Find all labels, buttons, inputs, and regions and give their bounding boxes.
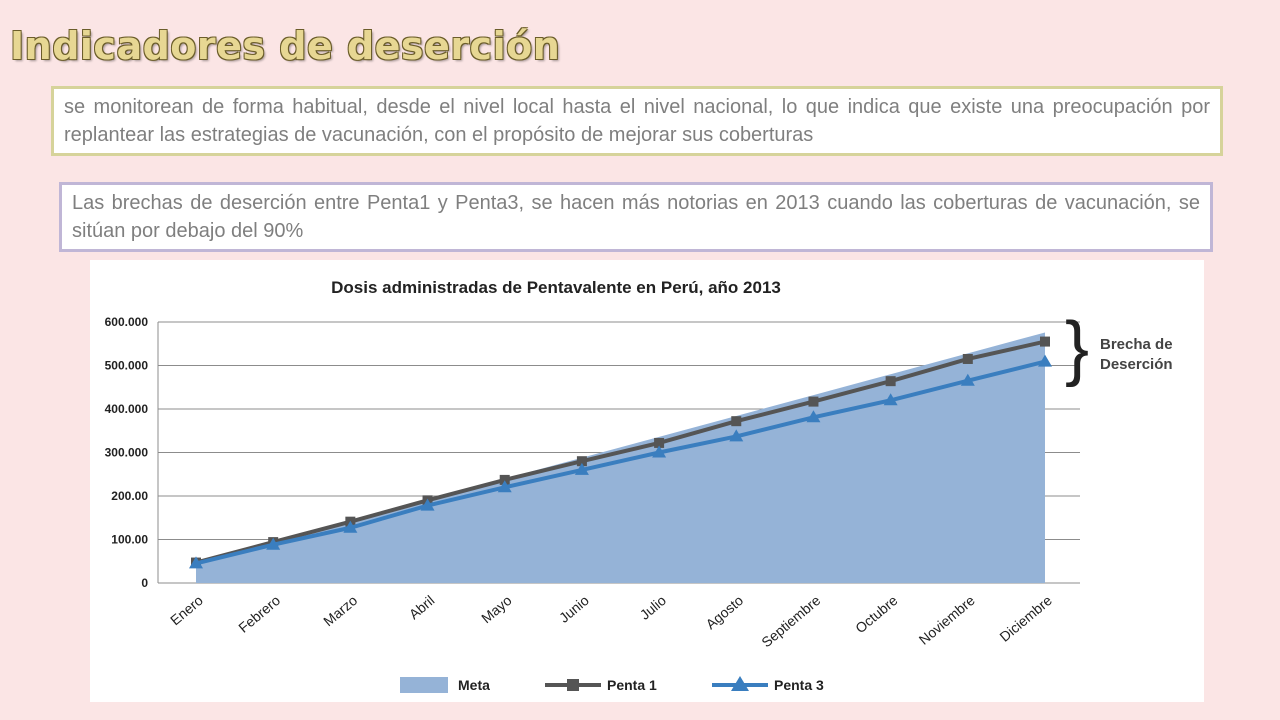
y-axis: 0 100.00 200.00 300.000 400.000 500.000 600.00… <box>105 315 159 590</box>
series-area-meta <box>196 332 1045 583</box>
y-tick-label: 0 <box>141 576 148 590</box>
gap-brace: } <box>1065 308 1089 388</box>
point-penta-3 <box>883 393 898 406</box>
info-text-gaps: Las brechas de deserción entre Penta1 y … <box>72 192 1200 242</box>
point-penta-1 <box>654 437 665 448</box>
point-penta-3 <box>960 373 975 386</box>
point-penta-3 <box>1038 354 1052 367</box>
x-tick-label: Junio <box>556 592 592 626</box>
point-penta-1 <box>731 416 742 427</box>
chart-container: Dosis administradas de Pentavalente en P… <box>90 260 1204 702</box>
point-penta-1 <box>576 456 587 467</box>
y-tick-label: 100.00 <box>111 533 148 547</box>
gap-label-line2: Deserción <box>1100 356 1173 373</box>
point-penta-1 <box>962 353 973 364</box>
point-penta-3 <box>420 498 435 511</box>
x-tick-label: Marzo <box>320 592 360 629</box>
gap-label-line1: Brecha de <box>1100 336 1173 353</box>
legend-label-penta-3: Penta 3 <box>774 677 824 693</box>
y-tick-label: 500.000 <box>105 359 149 373</box>
x-tick-label: Octubre <box>852 592 901 636</box>
series-line-penta-1 <box>195 339 1046 565</box>
x-tick-label: Noviembre <box>916 592 978 648</box>
point-penta-3 <box>574 462 589 475</box>
point-penta-3 <box>729 429 744 442</box>
point-penta-3 <box>652 445 667 458</box>
point-penta-1 <box>808 396 819 407</box>
y-tick-label: 200.00 <box>111 489 148 503</box>
x-tick-label: Mayo <box>478 592 515 626</box>
legend-marker-penta-3 <box>731 676 749 691</box>
point-penta-3 <box>806 410 821 423</box>
point-penta-3 <box>343 520 358 533</box>
point-penta-3 <box>266 537 281 550</box>
x-tick-label: Enero <box>167 592 206 628</box>
point-penta-1 <box>1040 336 1050 347</box>
legend: Meta Penta 1 Penta 3 <box>400 676 824 693</box>
slide-title: Indicadores de deserción <box>10 24 561 68</box>
x-tick-label: Septiembre <box>758 592 823 650</box>
point-penta-3 <box>189 556 203 569</box>
info-text-monitoring: se monitorean de forma habitual, desde e… <box>64 96 1210 146</box>
y-tick-label: 400.000 <box>105 402 149 416</box>
chart-title: Dosis administradas de Pentavalente en P… <box>331 278 781 297</box>
point-penta-1 <box>499 474 510 485</box>
series-line-penta-3 <box>195 359 1046 566</box>
x-tick-label: Julio <box>637 592 670 623</box>
x-tick-label: Agosto <box>703 592 747 632</box>
legend-label-meta: Meta <box>458 677 490 693</box>
info-box-gaps: Las brechas de deserción entre Penta1 y … <box>59 182 1213 252</box>
series <box>189 332 1052 583</box>
info-box-monitoring: se monitorean de forma habitual, desde e… <box>51 86 1223 156</box>
pentavalente-chart: Dosis administradas de Pentavalente en P… <box>105 278 1173 693</box>
point-penta-3 <box>497 480 512 493</box>
y-tick-label: 300.000 <box>105 446 149 460</box>
x-tick-label: Abril <box>406 592 438 622</box>
x-tick-label: Diciembre <box>996 592 1055 645</box>
legend-label-penta-1: Penta 1 <box>607 677 657 693</box>
point-penta-1 <box>885 376 896 387</box>
y-tick-label: 600.000 <box>105 315 149 329</box>
gap-annotation: } Brecha de Deserción <box>1065 308 1173 388</box>
legend-swatch-meta <box>400 677 448 693</box>
legend-marker-penta-1 <box>567 679 579 691</box>
x-axis: Enero Febrero Marzo Abril Mayo Junio Julio Agos… <box>167 592 1055 650</box>
x-tick-label: Febrero <box>235 592 283 636</box>
